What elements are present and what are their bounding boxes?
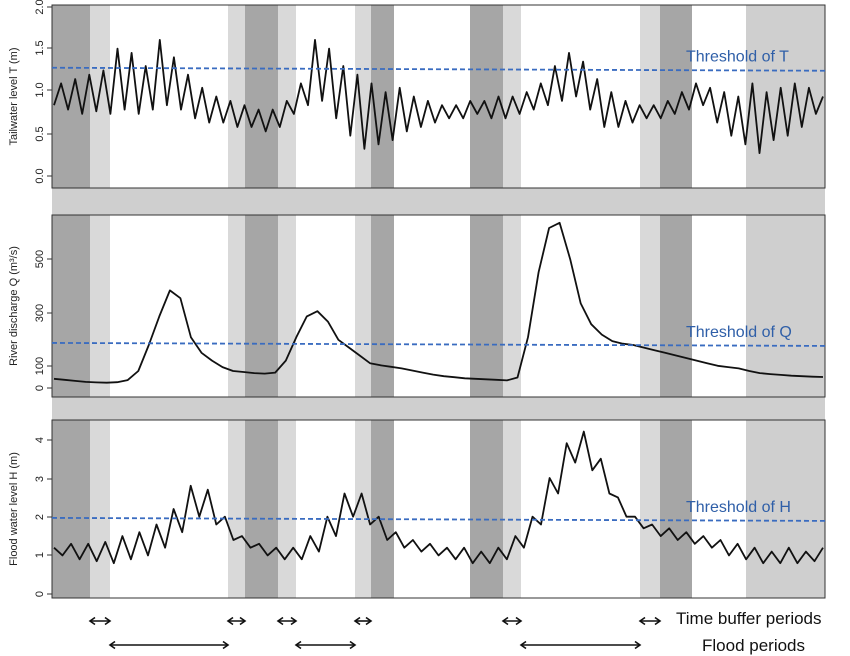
flood-arrow-markers — [108, 640, 642, 650]
flood-period-band — [470, 420, 503, 598]
buffer-period-band — [90, 215, 110, 397]
y-tick-label: 300 — [34, 304, 46, 322]
flood-period-band — [245, 5, 278, 188]
buffer-period-band — [503, 420, 521, 598]
panel-1: 0.0 0.5 1.0 1.5 2.0 Tailwater level T (m) Thre… — [8, 0, 826, 189]
flood-period-band — [52, 420, 90, 598]
buffer-period-band — [355, 215, 371, 397]
buffer-period-band — [355, 420, 371, 598]
flood-legend-label: Flood periods — [702, 636, 805, 655]
panel-frame — [51, 4, 826, 189]
y-tick-label: 1.0 — [34, 82, 46, 97]
y-tick-label: 1 — [34, 552, 46, 558]
flood-period-band — [52, 215, 90, 397]
buffer-period-band — [503, 215, 521, 397]
flood-period-band — [245, 215, 278, 397]
panel-frame — [51, 419, 826, 599]
y-tick-label: 500 — [34, 250, 46, 268]
panel-gap-band — [52, 397, 825, 420]
flood-period-band — [470, 5, 503, 188]
legend: Time buffer periods Flood periods — [88, 609, 822, 655]
threshold-label: Threshold of Q — [686, 324, 792, 341]
panels: 0.0 0.5 1.0 1.5 2.0 Tailwater level T (m) Thre… — [8, 0, 826, 599]
y-tick-label: 100 — [34, 357, 46, 375]
flood-period-band — [746, 5, 825, 188]
buffer-period-band — [228, 5, 245, 188]
series-line — [53, 430, 824, 565]
buffer-period-band — [278, 420, 296, 598]
flood-period-band — [746, 420, 825, 598]
y-tick-label: 2.0 — [34, 0, 46, 15]
series-line — [53, 221, 824, 384]
flood-period-band — [660, 215, 692, 397]
flood-period-band — [660, 420, 692, 598]
buffer-period-band — [640, 420, 660, 598]
y-tick-label: 1.5 — [34, 40, 46, 55]
threshold-line — [51, 66, 826, 72]
y-axis-title: Tailwater level T (m) — [8, 47, 20, 145]
buffer-arrow-markers — [88, 616, 662, 626]
flood-period-band — [371, 420, 394, 598]
panel-frame — [51, 214, 826, 398]
panel-gap-band — [52, 188, 825, 215]
y-tick-label: 0 — [34, 591, 46, 597]
flood-period-band — [470, 215, 503, 397]
flood-period-arrow — [294, 640, 357, 650]
series-line — [53, 39, 824, 155]
flood-period-arrow — [519, 640, 642, 650]
period-shading — [52, 5, 825, 598]
y-tick-label: 0 — [34, 385, 46, 391]
buffer-period-arrow — [276, 616, 298, 626]
buffer-period-band — [278, 5, 296, 188]
panel-3: 0 1 2 3 4 Flood water level H (m) Threshold of… — [8, 419, 826, 599]
y-axis-title: Flood water level H (m) — [8, 452, 20, 566]
flood-period-band — [371, 215, 394, 397]
threshold-line — [51, 342, 826, 347]
buffer-period-band — [90, 420, 110, 598]
y-tick-label: 0.0 — [34, 168, 46, 183]
y-tick-label: 0.5 — [34, 126, 46, 141]
buffer-period-band — [278, 215, 296, 397]
buffer-period-arrow — [226, 616, 247, 626]
y-tick-label: 4 — [34, 437, 46, 443]
buffer-period-band — [228, 215, 245, 397]
buffer-period-arrow — [88, 616, 112, 626]
threshold-label: Threshold of T — [686, 49, 789, 66]
buffer-period-arrow — [353, 616, 373, 626]
flood-period-band — [371, 5, 394, 188]
buffer-legend-label: Time buffer periods — [676, 609, 822, 628]
threshold-label: Threshold of H — [686, 499, 791, 516]
threshold-line — [51, 517, 826, 522]
flood-period-band — [746, 215, 825, 397]
buffer-period-arrow — [638, 616, 662, 626]
buffer-period-arrow — [501, 616, 523, 626]
buffer-period-band — [228, 420, 245, 598]
y-tick-label: 3 — [34, 476, 46, 482]
buffer-period-band — [640, 5, 660, 188]
panel-2: 0 100 300 500 River discharge Q (m³/s) Thresh… — [8, 214, 826, 398]
buffer-period-band — [355, 5, 371, 188]
flood-period-arrow — [108, 640, 230, 650]
flood-period-band — [660, 5, 692, 188]
buffer-period-band — [640, 215, 660, 397]
flood-period-band — [245, 420, 278, 598]
y-axis-title: River discharge Q (m³/s) — [8, 246, 20, 366]
y-tick-label: 2 — [34, 514, 46, 520]
buffer-period-band — [90, 5, 110, 188]
